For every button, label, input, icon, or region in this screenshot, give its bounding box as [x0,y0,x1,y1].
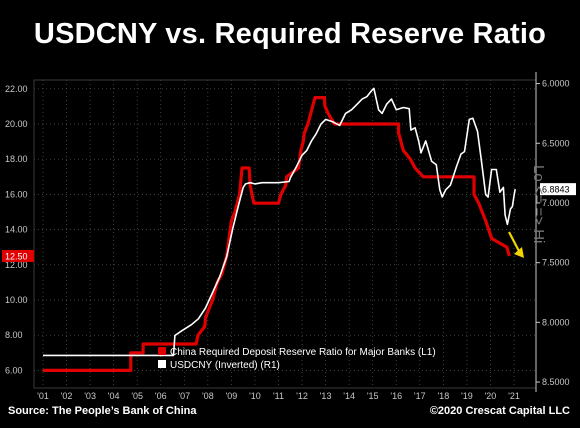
right-tick-label: 7.5000 [542,258,570,268]
down-arrow-head [514,247,524,258]
left-tick-label: 22.00 [5,84,28,94]
left-tick-label: 20.00 [5,119,28,129]
x-tick-label: '03 [84,391,96,401]
left-tick-label: 18.00 [5,154,28,164]
rrr-line [43,96,511,372]
x-tick-label: '12 [296,391,308,401]
x-tick-label: '15 [367,391,379,401]
left-tick-label: 10.00 [5,295,28,305]
right-tick-label: 7.0000 [542,198,570,208]
source-note: Source: The People’s Bank of China [8,405,197,417]
x-tick-label: '06 [155,391,167,401]
right-tick-label: 6.0000 [542,79,570,89]
left-tick-label: 16.00 [5,189,28,199]
x-tick-label: '19 [461,391,473,401]
x-tick-label: '14 [343,391,355,401]
x-tick-label: '16 [390,391,402,401]
x-tick-label: '11 [273,391,284,401]
usdcny-line [43,87,516,357]
x-tick-label: '10 [249,391,261,401]
left-last-value-text: 12.50 [5,252,28,262]
left-tick-label: 14.00 [5,225,28,235]
x-tick-label: '04 [108,391,120,401]
x-tick-label: '20 [485,391,497,401]
left-tick-label: 6.00 [5,365,23,375]
right-tick-label: 8.5000 [542,377,570,387]
x-tick-label: '07 [178,391,190,401]
x-tick-label: '09 [226,391,238,401]
left-tick-label: 12.00 [5,260,28,270]
plot-border [33,79,537,389]
x-tick-label: '01 [37,391,49,401]
x-tick-label: '05 [131,391,143,401]
x-tick-label: '08 [202,391,214,401]
x-tick-label: '21 [508,391,520,401]
right-tick-label: 8.0000 [542,317,570,327]
legend-entry: China Required Deposit Reserve Ratio for… [170,347,436,358]
x-tick-label: '02 [61,391,73,401]
down-arrow-icon [508,231,521,254]
right-tick-label: 6.5000 [542,138,570,148]
left-tick-label: 8.00 [5,330,23,340]
direction-label: Lo <= => Hi [530,165,547,244]
right-last-value-text: 6.8843 [542,185,570,195]
copyright-note: ©2020 Crescat Capital LLC [429,405,570,417]
left-last-value-badge [2,250,34,262]
right-last-value-badge [540,183,576,196]
x-tick-label: '18 [437,391,449,401]
chart-title: USDCNY vs. Required Reserve Ratio [33,18,547,50]
x-tick-label: '17 [414,391,426,401]
legend-swatch [158,347,166,355]
legend-entry: USDCNY (Inverted) (R1) [170,360,280,371]
legend-swatch [158,360,166,368]
x-tick-label: '13 [320,391,332,401]
